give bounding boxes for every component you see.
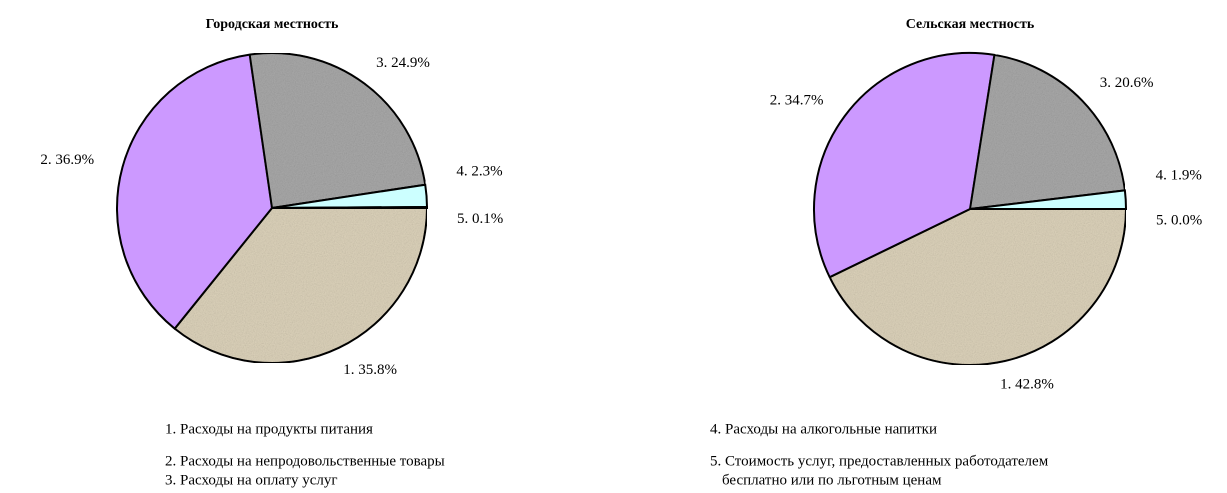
legend-entry: бесплатно или по льготным ценам: [722, 472, 942, 488]
data-label: 5. 0.0%: [1156, 212, 1202, 228]
pie-slice: [828, 208, 1128, 366]
chart-title: Сельская местность: [906, 17, 1035, 32]
chart-title: Городская местность: [206, 17, 339, 32]
data-label: 4. 2.3%: [456, 163, 502, 179]
pie-slice: [116, 53, 274, 331]
data-label: 5. 0.1%: [457, 211, 503, 227]
data-label: 1. 35.8%: [343, 362, 397, 378]
pie-slice: [248, 52, 427, 210]
pie-slice: [968, 53, 1127, 211]
data-label: 2. 36.9%: [40, 152, 94, 168]
data-label: 2. 34.7%: [770, 93, 824, 109]
data-label: 3. 20.6%: [1100, 75, 1154, 91]
pie-slice: [173, 207, 429, 364]
legend-entry: 2. Расходы на непродовольственные товары: [165, 453, 445, 469]
legend-entry: 5. Стоимость услуг, предоставленных рабо…: [710, 453, 1049, 469]
pie-slice: [271, 206, 429, 209]
pie-slice: [813, 52, 996, 279]
legend-entry: 3. Расходы на оплату услуг: [165, 472, 338, 488]
data-label: 1. 42.8%: [1000, 377, 1054, 393]
data-label: 3. 24.9%: [376, 55, 430, 71]
legend-entry: 4. Расходы на алкогольные напитки: [710, 421, 937, 437]
data-label: 4. 1.9%: [1156, 168, 1202, 184]
legend-entry: 1. Расходы на продукты питания: [165, 421, 373, 437]
